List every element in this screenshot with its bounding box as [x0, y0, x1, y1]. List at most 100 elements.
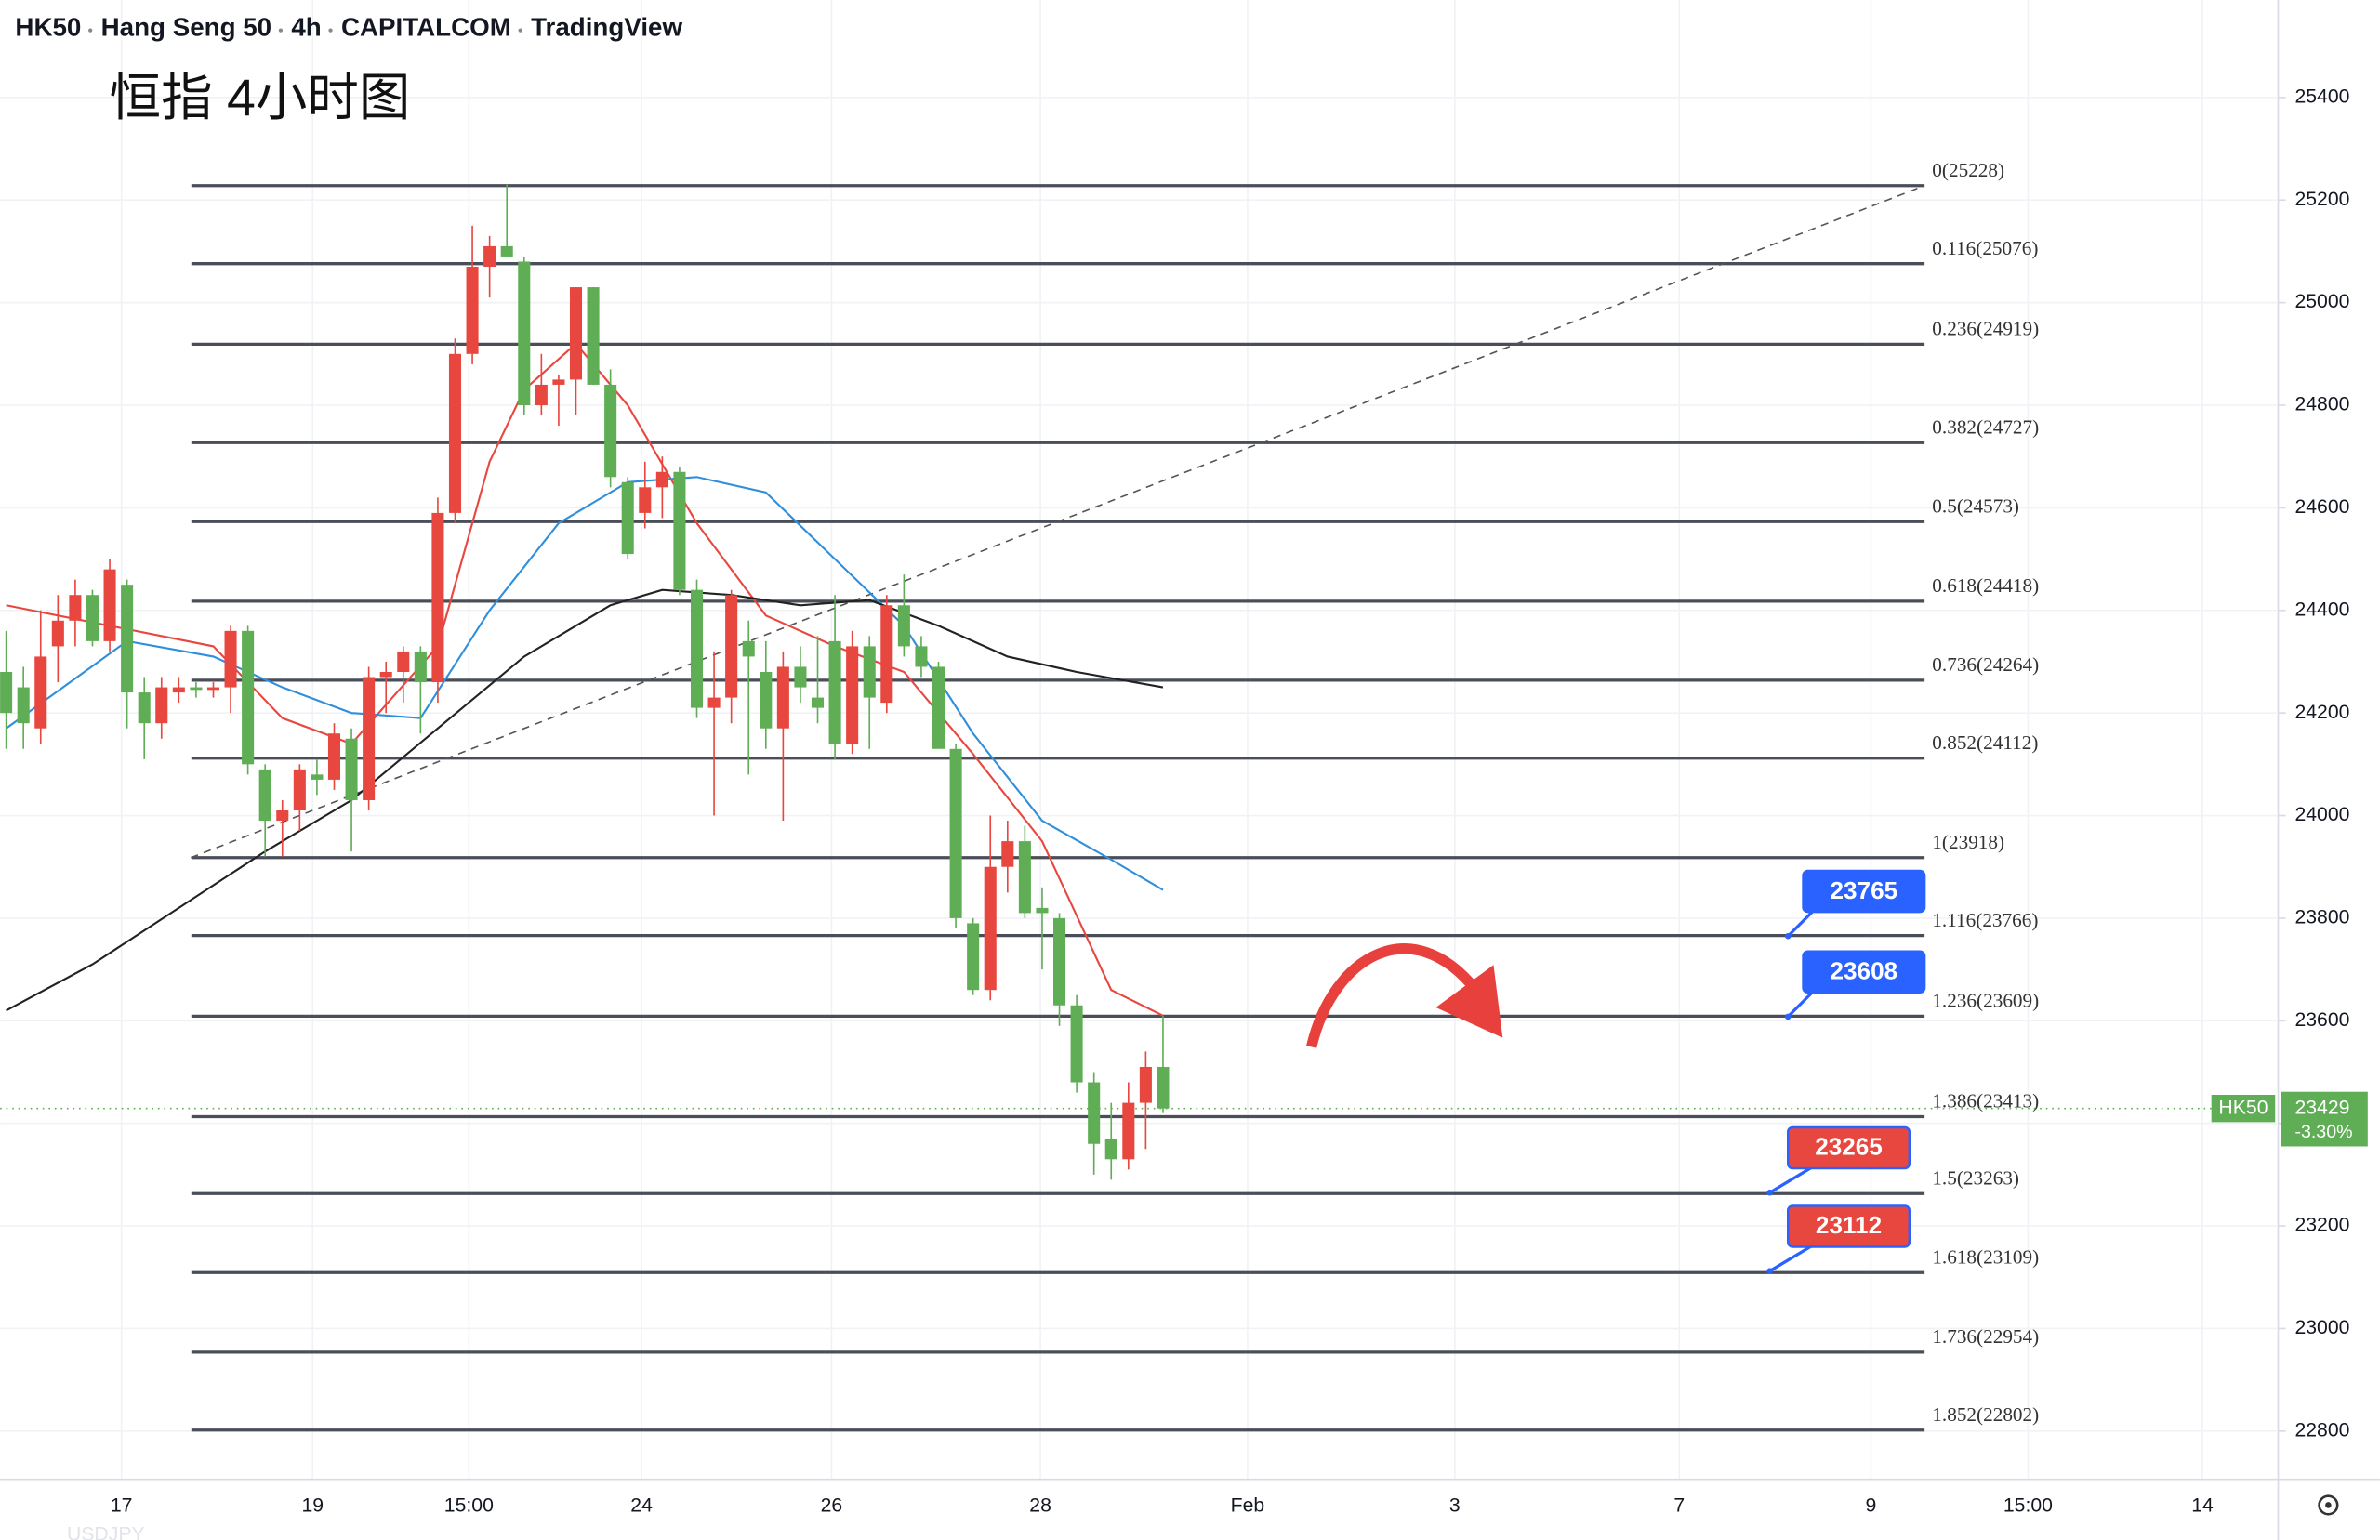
candle-body — [17, 687, 30, 724]
candle-body — [190, 687, 203, 691]
arrow — [1306, 943, 1480, 1048]
candle-body — [431, 512, 444, 683]
header-item: 4h — [291, 12, 321, 41]
candle-body — [604, 384, 617, 478]
y-tick-label: 24600 — [2294, 496, 2349, 518]
candle-body — [242, 630, 255, 765]
fib-label: 0(25228) — [1932, 159, 2004, 181]
settings-icon[interactable] — [2318, 1494, 2339, 1516]
candle-body — [967, 923, 980, 991]
x-tick-label: 15:00 — [2003, 1495, 2053, 1517]
y-tick-label: 24200 — [2294, 702, 2349, 723]
candle-body — [34, 656, 47, 729]
candle-body — [915, 646, 928, 667]
candle-body — [1157, 1066, 1170, 1109]
price-tag — [2281, 1091, 2368, 1147]
separator — [278, 28, 284, 33]
arrow-head — [1435, 965, 1503, 1038]
symbol-tag — [2211, 1094, 2276, 1123]
candle-body — [932, 666, 945, 749]
candle-body — [138, 692, 151, 724]
candle-body — [794, 666, 807, 688]
candle-body — [760, 671, 773, 729]
y-tick-label: 23600 — [2294, 1009, 2349, 1031]
fib-label: 0.5(24573) — [1932, 494, 2019, 517]
header: HK50 Hang Seng 50 4h CAPITALCOM TradingView — [15, 12, 682, 41]
callout-pointer — [1768, 1242, 1817, 1273]
fib-label: 1.618(23109) — [1932, 1245, 2039, 1268]
footer-symbol: USDJPY — [67, 1524, 145, 1540]
candle-body — [397, 651, 410, 672]
candle-body — [224, 630, 237, 688]
callout-pointer — [1768, 1164, 1817, 1194]
separator — [518, 28, 522, 33]
candle-body — [707, 697, 721, 708]
candle-body — [725, 595, 738, 698]
candle-body — [655, 471, 668, 488]
candle-body — [535, 384, 548, 406]
candle-body — [1070, 1005, 1083, 1083]
callout-box — [1786, 1125, 1911, 1170]
callout-box — [1802, 950, 1926, 994]
fib-label: 0.736(24264) — [1932, 653, 2039, 676]
candle-body — [414, 651, 427, 683]
x-tick-label: 26 — [821, 1495, 843, 1517]
x-tick-label: 7 — [1673, 1495, 1685, 1517]
candle-body — [1139, 1066, 1152, 1103]
callout-anchor — [1784, 1013, 1792, 1020]
candle-body — [811, 697, 825, 708]
fib-label: 1(23918) — [1932, 831, 2004, 853]
x-tick-label: 24 — [630, 1495, 653, 1517]
candle-body — [345, 738, 358, 800]
candle-body — [776, 666, 789, 729]
fib-label: 0.382(24727) — [1932, 415, 2039, 438]
price-tag-value: 23429 — [2294, 1097, 2349, 1118]
callout-label: 23608 — [1831, 956, 1898, 984]
annotation: 恒指 4小时图 — [110, 69, 411, 126]
header-item: TradingView — [531, 12, 682, 41]
candle-body — [1018, 841, 1031, 914]
y-tick-label: 23800 — [2294, 907, 2349, 928]
candle-body — [897, 605, 910, 647]
fib-label: 1.116(23766) — [1932, 909, 2038, 931]
x-tick-label: 19 — [301, 1495, 324, 1517]
candle-body — [949, 748, 962, 918]
candle-body — [863, 646, 876, 698]
moving-average — [6, 342, 1164, 1017]
callout-pointer — [1787, 988, 1817, 1019]
callout-label: 23765 — [1831, 876, 1898, 904]
fib-label: 1.852(22802) — [1932, 1403, 2039, 1426]
candle-body — [86, 595, 99, 641]
separator — [88, 28, 93, 33]
y-tick-label: 24800 — [2294, 394, 2349, 415]
candle-body — [1052, 917, 1066, 1006]
callout-box — [1802, 869, 1926, 914]
candle-body — [103, 569, 116, 641]
fib-label: 1.5(23263) — [1932, 1166, 2019, 1189]
x-tick-label: 14 — [2191, 1495, 2214, 1517]
candle-body — [1036, 907, 1049, 914]
y-tick-label: 25400 — [2294, 86, 2349, 107]
candle-body — [69, 595, 82, 621]
callout-box — [1786, 1204, 1911, 1248]
candle-body — [621, 481, 634, 555]
fib-label: 1.736(22954) — [1932, 1325, 2039, 1348]
callout-label: 23265 — [1815, 1133, 1883, 1161]
candle-body — [172, 687, 185, 693]
candle-body — [1001, 841, 1014, 867]
callout-anchor — [1766, 1189, 1773, 1196]
candle-body — [552, 379, 565, 385]
x-tick-label: 28 — [1029, 1495, 1051, 1517]
y-tick-label: 22800 — [2294, 1419, 2349, 1441]
candle-body — [500, 245, 513, 257]
candle-body — [466, 266, 479, 354]
candle-body — [155, 687, 168, 724]
candle-body — [121, 585, 134, 693]
candle-body — [1088, 1082, 1101, 1144]
candle-body — [518, 261, 531, 406]
candle-body — [258, 769, 271, 822]
fib-label: 1.236(23609) — [1932, 990, 2039, 1012]
